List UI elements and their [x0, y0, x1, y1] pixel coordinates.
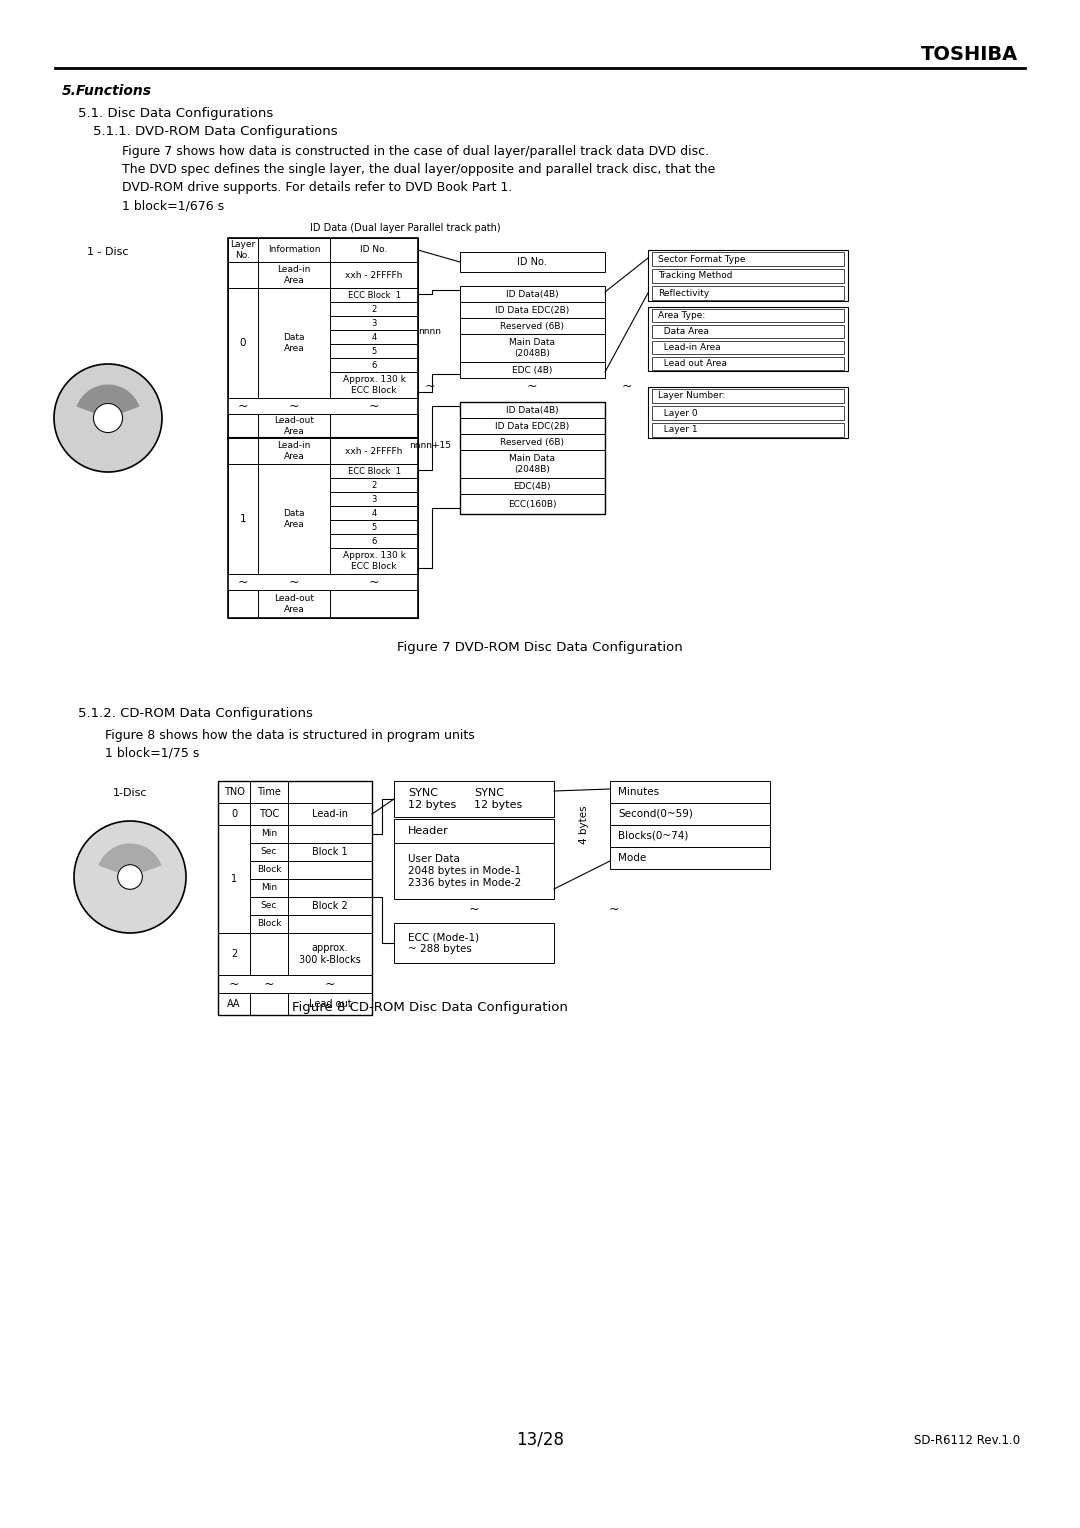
- Text: 1 block=1/676 s: 1 block=1/676 s: [122, 200, 225, 212]
- Bar: [330, 287, 418, 303]
- Bar: [288, 915, 372, 934]
- Text: Tracking Method: Tracking Method: [658, 272, 732, 281]
- Bar: [460, 419, 605, 434]
- Bar: [330, 261, 418, 287]
- Text: ECC(160B): ECC(160B): [508, 500, 556, 509]
- Text: Data
Area: Data Area: [283, 509, 305, 529]
- Text: 6: 6: [372, 361, 377, 370]
- Text: Time: Time: [257, 787, 281, 798]
- Text: Sec: Sec: [260, 848, 278, 857]
- Text: 13/28: 13/28: [516, 1432, 564, 1449]
- Bar: [460, 434, 605, 451]
- Bar: [249, 860, 288, 879]
- Text: ~: ~: [609, 903, 619, 915]
- Text: ~: ~: [368, 576, 379, 588]
- Text: Block 2: Block 2: [312, 902, 348, 911]
- Text: ID Data(4B): ID Data(4B): [505, 405, 558, 414]
- Bar: [249, 879, 288, 897]
- Bar: [652, 423, 843, 437]
- Text: Area Type:: Area Type:: [658, 310, 705, 319]
- Text: Lead-out
Area: Lead-out Area: [274, 594, 314, 614]
- Text: ID No.: ID No.: [517, 257, 546, 267]
- Bar: [330, 371, 418, 397]
- Bar: [460, 478, 605, 494]
- Bar: [288, 934, 372, 975]
- Text: Layer 1: Layer 1: [658, 425, 698, 434]
- Bar: [330, 465, 418, 478]
- Text: xxh - 2FFFFh: xxh - 2FFFFh: [346, 446, 403, 455]
- Text: ~: ~: [325, 978, 335, 990]
- Bar: [218, 993, 249, 1015]
- Bar: [228, 414, 258, 439]
- Bar: [330, 303, 418, 316]
- Bar: [330, 358, 418, 371]
- Bar: [249, 915, 288, 934]
- Bar: [460, 451, 605, 478]
- Text: nnnn: nnnn: [419, 327, 442, 336]
- Bar: [460, 303, 605, 318]
- Text: TOSHIBA: TOSHIBA: [921, 46, 1018, 64]
- Text: The DVD spec defines the single layer, the dual layer/opposite and parallel trac: The DVD spec defines the single layer, t…: [122, 163, 715, 177]
- Bar: [228, 439, 258, 465]
- Bar: [330, 549, 418, 575]
- Bar: [258, 465, 330, 575]
- Text: 4: 4: [372, 333, 377, 341]
- Bar: [460, 286, 605, 303]
- Text: Layer Number:: Layer Number:: [658, 391, 726, 400]
- Text: SYNC
12 bytes: SYNC 12 bytes: [474, 788, 523, 810]
- Text: Approx. 130 k
ECC Block: Approx. 130 k ECC Block: [342, 552, 405, 570]
- Bar: [460, 402, 605, 419]
- Text: ~: ~: [288, 576, 299, 588]
- Text: ~: ~: [288, 399, 299, 413]
- Bar: [288, 993, 372, 1015]
- Text: 6: 6: [372, 536, 377, 545]
- Text: Figure 7 shows how data is constructed in the case of dual layer/parallel track : Figure 7 shows how data is constructed i…: [122, 145, 710, 159]
- Text: ~: ~: [368, 399, 379, 413]
- Bar: [228, 238, 418, 617]
- Bar: [228, 465, 258, 575]
- Text: 2: 2: [231, 949, 238, 960]
- Bar: [249, 781, 288, 804]
- Bar: [648, 387, 848, 439]
- Bar: [330, 330, 418, 344]
- Text: Block 1: Block 1: [312, 847, 348, 857]
- Text: Mode: Mode: [618, 853, 646, 863]
- Text: 3: 3: [372, 318, 377, 327]
- Wedge shape: [77, 385, 139, 419]
- Text: ECC Block  1: ECC Block 1: [348, 466, 401, 475]
- Text: 5.1.2. CD-ROM Data Configurations: 5.1.2. CD-ROM Data Configurations: [78, 706, 313, 720]
- Text: 4 bytes: 4 bytes: [579, 805, 589, 845]
- Text: xxh - 2FFFFh: xxh - 2FFFFh: [346, 270, 403, 280]
- Bar: [460, 252, 605, 272]
- Bar: [330, 506, 418, 520]
- Bar: [610, 825, 770, 847]
- Text: 1: 1: [240, 513, 246, 524]
- Text: AA: AA: [227, 999, 241, 1008]
- Text: ID Data EDC(2B): ID Data EDC(2B): [495, 422, 569, 431]
- Text: Sector Format Type: Sector Format Type: [658, 255, 745, 263]
- Text: ~: ~: [238, 576, 248, 588]
- Bar: [288, 860, 372, 879]
- Bar: [330, 590, 418, 617]
- Bar: [652, 406, 843, 420]
- Text: Reserved (6B): Reserved (6B): [500, 437, 564, 446]
- Text: Reflectivity: Reflectivity: [658, 289, 710, 298]
- Bar: [652, 358, 843, 370]
- Text: Min: Min: [261, 830, 278, 839]
- Text: User Data
2048 bytes in Mode-1
2336 bytes in Mode-2: User Data 2048 bytes in Mode-1 2336 byte…: [408, 854, 522, 888]
- Text: ~: ~: [424, 379, 435, 393]
- Text: 1 - Disc: 1 - Disc: [87, 248, 129, 257]
- Text: Lead out: Lead out: [309, 999, 351, 1008]
- Text: Blocks(0~74): Blocks(0~74): [618, 831, 688, 840]
- Text: Approx. 130 k
ECC Block: Approx. 130 k ECC Block: [342, 376, 405, 394]
- Bar: [258, 261, 330, 287]
- Bar: [330, 414, 418, 439]
- Text: ~: ~: [264, 978, 274, 990]
- Text: 2: 2: [372, 480, 377, 489]
- Circle shape: [54, 364, 162, 472]
- Text: ECC (Mode-1)
~ 288 bytes: ECC (Mode-1) ~ 288 bytes: [408, 932, 480, 953]
- Text: 2: 2: [372, 304, 377, 313]
- Text: Data
Area: Data Area: [283, 333, 305, 353]
- Bar: [330, 344, 418, 358]
- Text: SYNC
12 bytes: SYNC 12 bytes: [408, 788, 456, 810]
